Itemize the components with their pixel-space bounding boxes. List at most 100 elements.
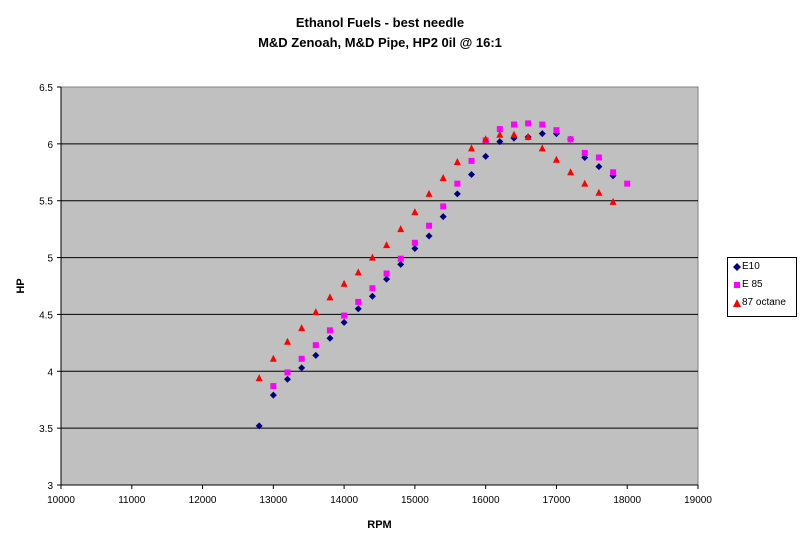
- triangle-marker-icon: [733, 299, 741, 307]
- x-tick-label: 11000: [118, 495, 146, 506]
- data-point-87-octane: [411, 208, 419, 216]
- data-point-87-octane: [468, 144, 476, 152]
- data-point-e85: [440, 203, 447, 210]
- data-point-e10: [269, 391, 277, 399]
- chart-subtitle: M&D Zenoah, M&D Pipe, HP2 0il @ 16:1: [258, 35, 502, 50]
- data-point-e85: [312, 342, 319, 349]
- data-point-e85: [496, 126, 503, 133]
- x-tick-label: 15000: [401, 495, 429, 506]
- legend-label-e85: E 85: [742, 279, 763, 290]
- data-point-e85: [411, 239, 418, 246]
- data-point-87-octane: [425, 189, 433, 197]
- y-tick-label: 3.5: [39, 424, 53, 435]
- data-point-87-octane: [283, 337, 291, 345]
- data-point-e10: [298, 364, 306, 372]
- data-point-87-octane: [609, 197, 617, 205]
- x-tick-label: 10000: [47, 495, 75, 506]
- data-point-e85: [510, 121, 517, 128]
- x-tick-label: 13000: [259, 495, 287, 506]
- data-point-e10: [411, 244, 419, 252]
- x-tick-label: 17000: [543, 495, 571, 506]
- data-point-87-octane: [595, 188, 603, 196]
- y-tick-label: 3: [47, 481, 53, 492]
- data-point-e10: [326, 334, 334, 342]
- data-point-87-octane: [269, 354, 277, 362]
- data-point-e10: [482, 152, 490, 160]
- data-point-e10: [383, 275, 391, 283]
- diamond-marker-icon: [733, 263, 741, 271]
- data-point-e10: [538, 130, 546, 138]
- data-point-e85: [525, 120, 532, 127]
- data-point-e85: [383, 270, 390, 277]
- data-point-e85: [341, 312, 348, 319]
- data-point-e85: [595, 154, 602, 161]
- data-point-87-octane: [368, 253, 376, 261]
- data-point-87-octane: [340, 279, 348, 287]
- data-point-87-octane: [524, 133, 532, 141]
- legend-label-87-octane: 87 octane: [742, 297, 786, 308]
- square-marker-icon: [734, 282, 740, 288]
- data-point-e10: [397, 260, 405, 268]
- data-point-e85: [426, 222, 433, 229]
- data-point-87-octane: [255, 374, 263, 382]
- data-point-87-octane: [298, 324, 306, 332]
- x-tick-label: 14000: [330, 495, 358, 506]
- data-point-e10: [283, 375, 291, 383]
- data-point-e85: [284, 369, 291, 376]
- data-point-87-octane: [326, 293, 334, 301]
- chart-title: Ethanol Fuels - best needle: [295, 15, 465, 30]
- data-point-e10: [368, 292, 376, 300]
- data-point-e10: [354, 305, 362, 313]
- y-tick-label: 4.5: [39, 310, 53, 321]
- data-point-87-octane: [581, 179, 589, 187]
- data-point-e85: [397, 255, 404, 262]
- data-point-87-octane: [439, 173, 447, 181]
- data-point-87-octane: [496, 130, 504, 138]
- data-point-87-octane: [312, 308, 320, 316]
- legend-label-e10: E10: [742, 261, 760, 272]
- data-point-e10: [468, 171, 476, 179]
- x-tick-label: 19000: [684, 495, 712, 506]
- legend: E10 E 85 87 octane: [727, 257, 797, 317]
- data-point-e10: [312, 351, 320, 359]
- y-axis-label: HP: [15, 278, 27, 293]
- data-point-87-octane: [567, 168, 575, 176]
- x-axis-label: RPM: [367, 519, 391, 531]
- data-point-87-octane: [510, 130, 518, 138]
- data-point-e10: [255, 422, 263, 430]
- data-point-e85: [581, 149, 588, 156]
- data-point-e10: [439, 213, 447, 221]
- data-point-e85: [539, 121, 546, 128]
- data-point-e85: [369, 285, 376, 292]
- data-point-87-octane: [397, 225, 405, 233]
- data-point-e85: [270, 383, 277, 390]
- y-tick-label: 4: [47, 367, 53, 378]
- data-point-e85: [298, 355, 305, 362]
- data-point-e85: [553, 127, 560, 134]
- data-point-e85: [624, 180, 631, 187]
- x-tick-label: 12000: [189, 495, 217, 506]
- plot-area: [60, 86, 699, 486]
- data-point-e85: [355, 298, 362, 305]
- data-point-e85: [468, 157, 475, 164]
- data-point-e85: [326, 327, 333, 334]
- data-point-87-octane: [482, 135, 490, 143]
- legend-item-e85: E 85: [728, 278, 796, 294]
- data-point-87-octane: [538, 144, 546, 152]
- data-point-e10: [595, 163, 603, 171]
- x-tick-label: 16000: [472, 495, 500, 506]
- x-tick-label: 18000: [613, 495, 641, 506]
- y-tick-label: 5.5: [39, 197, 53, 208]
- y-tick-label: 6.5: [39, 83, 53, 94]
- data-point-e85: [454, 180, 461, 187]
- data-point-e85: [610, 169, 617, 176]
- data-point-e10: [340, 318, 348, 326]
- data-point-e10: [425, 232, 433, 240]
- data-point-87-octane: [453, 158, 461, 166]
- data-point-87-octane: [552, 155, 560, 163]
- data-point-e10: [453, 190, 461, 198]
- data-point-87-octane: [383, 241, 391, 249]
- legend-item-e10: E10: [728, 260, 796, 276]
- data-point-87-octane: [354, 268, 362, 276]
